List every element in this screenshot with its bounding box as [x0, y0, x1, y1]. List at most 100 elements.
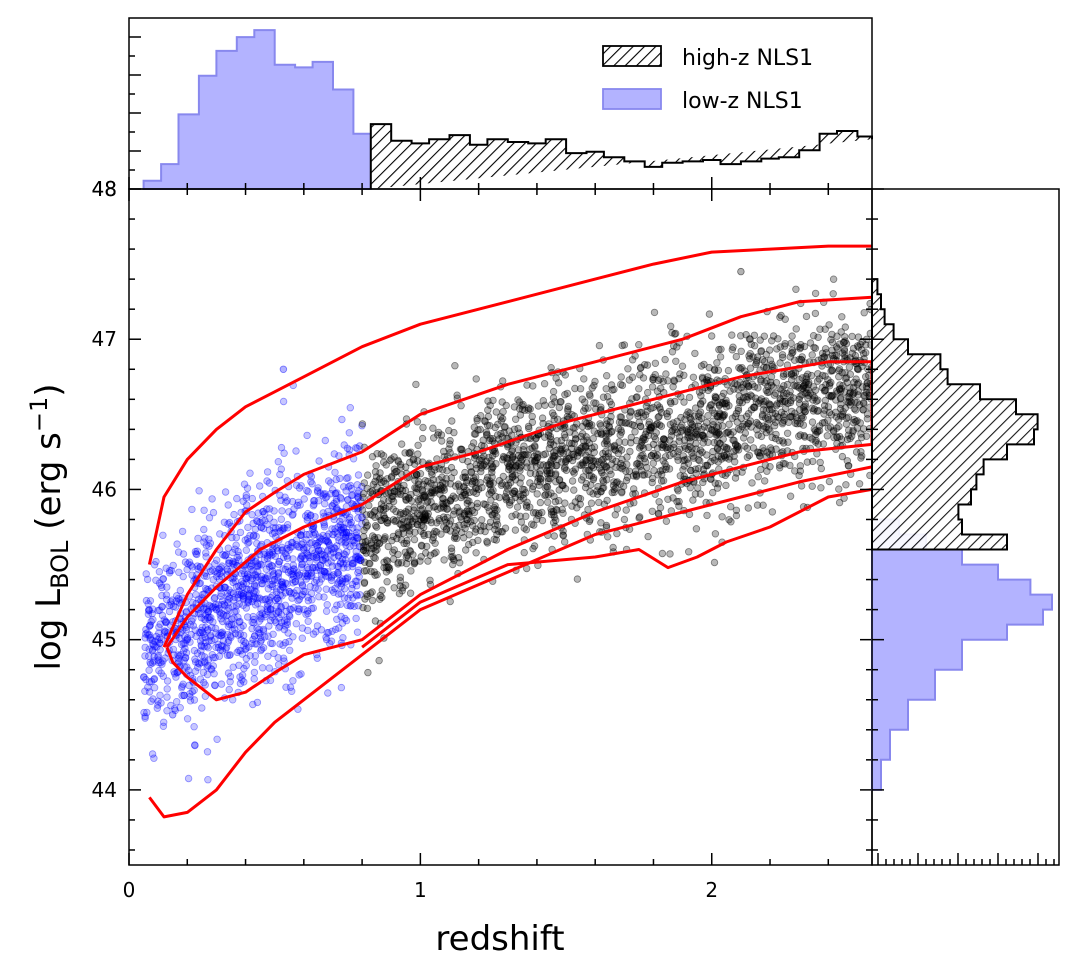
scatter-point-low-z	[271, 616, 279, 624]
scatter-point-high-z	[388, 495, 396, 503]
scatter-point-high-z	[686, 414, 694, 422]
scatter-point-high-z	[492, 408, 500, 416]
scatter-point-high-z	[766, 356, 775, 364]
scatter-point-high-z	[595, 498, 603, 507]
scatter-point-low-z	[201, 623, 210, 632]
scatter-point-low-z	[197, 641, 205, 649]
scatter-point-low-z	[266, 606, 275, 614]
scatter-point-high-z	[470, 516, 478, 525]
scatter-point-low-z	[278, 507, 286, 515]
scatter-point-low-z	[198, 634, 206, 642]
scatter-point-high-z	[423, 512, 431, 520]
scatter-point-low-z	[213, 569, 222, 577]
scatter-point-high-z	[410, 535, 419, 544]
scatter-point-high-z	[653, 387, 662, 395]
scatter-point-low-z	[333, 529, 342, 538]
scatter-point-low-z	[247, 576, 255, 585]
scatter-point-high-z	[601, 462, 609, 470]
scatter-point-high-z	[812, 430, 820, 439]
scatter-point-low-z	[187, 630, 195, 639]
scatter-point-high-z	[760, 363, 768, 371]
scatter-point-high-z	[536, 498, 545, 507]
scatter-point-high-z	[731, 474, 740, 482]
scatter-point-low-z	[283, 562, 291, 571]
scatter-point-low-z	[295, 571, 304, 579]
scatter-point-high-z	[406, 589, 415, 597]
scatter-point-high-z	[417, 541, 426, 549]
scatter-point-low-z	[322, 572, 330, 580]
scatter-point-high-z	[449, 510, 458, 519]
scatter-point-low-z	[333, 562, 341, 570]
scatter-point-low-z	[309, 604, 317, 612]
scatter-point-low-z	[218, 617, 227, 626]
scatter-point-low-z	[204, 609, 212, 617]
scatter-point-high-z	[836, 385, 844, 393]
scatter-point-high-z	[522, 512, 530, 520]
scatter-point-high-z	[463, 515, 471, 524]
scatter-point-high-z	[679, 452, 687, 460]
scatter-point-low-z	[261, 574, 269, 582]
scatter-point-high-z	[857, 454, 865, 462]
scatter-point-low-z	[218, 642, 226, 651]
scatter-point-low-z	[346, 591, 355, 599]
scatter-point-low-z	[234, 594, 242, 602]
scatter-point-low-z	[141, 712, 149, 721]
scatter-point-high-z	[501, 524, 510, 532]
scatter-point-low-z	[150, 561, 159, 569]
scatter-point-low-z	[222, 550, 230, 559]
scatter-point-low-z	[271, 552, 279, 560]
y-label-post: )	[29, 383, 69, 396]
scatter-point-low-z	[290, 589, 298, 597]
scatter-point-high-z	[550, 492, 558, 501]
scatter-point-low-z	[179, 680, 187, 688]
scatter-point-low-z	[354, 602, 362, 610]
scatter-point-low-z	[258, 516, 266, 524]
scatter-point-low-z	[245, 590, 253, 598]
scatter-point-high-z	[657, 477, 666, 485]
scatter-point-low-z	[278, 581, 287, 589]
scatter-point-low-z	[145, 606, 153, 614]
scatter-point-high-z	[711, 530, 720, 538]
scatter-point-low-z	[334, 551, 343, 560]
scatter-point-low-z	[242, 494, 250, 502]
scatter-point-low-z	[235, 556, 243, 564]
scatter-point-low-z	[320, 523, 329, 531]
scatter-point-high-z	[692, 469, 700, 478]
scatter-point-low-z	[144, 610, 153, 618]
scatter-point-low-z	[156, 634, 164, 642]
scatter-point-high-z	[840, 347, 849, 355]
scatter-point-low-z	[233, 494, 241, 503]
scatter-point-low-z	[252, 582, 260, 590]
scatter-point-low-z	[230, 608, 239, 616]
scatter-point-high-z	[545, 428, 553, 437]
scatter-point-low-z	[265, 548, 273, 556]
scatter-point-low-z	[188, 617, 196, 625]
scatter-point-low-z	[274, 654, 282, 662]
scatter-point-low-z	[277, 604, 285, 612]
scatter-point-high-z	[586, 392, 594, 400]
scatter-point-high-z	[853, 424, 862, 432]
scatter-point-low-z	[268, 610, 276, 618]
scatter-point-low-z	[216, 530, 224, 538]
scatter-point-low-z	[346, 404, 354, 412]
scatter-point-high-z	[411, 460, 419, 468]
scatter-point-high-z	[507, 496, 516, 505]
scatter-point-high-z	[599, 478, 608, 486]
x-tick-label: 0	[123, 878, 136, 902]
scatter-point-low-z	[251, 632, 259, 640]
scatter-point-low-z	[212, 643, 220, 651]
scatter-point-high-z	[768, 337, 776, 345]
scatter-point-low-z	[257, 613, 265, 621]
scatter-point-low-z	[142, 675, 150, 684]
scatter-point-low-z	[200, 642, 208, 651]
scatter-point-low-z	[333, 504, 341, 512]
scatter-point-low-z	[193, 649, 202, 657]
scatter-point-high-z	[713, 438, 722, 446]
scatter-point-high-z	[461, 524, 469, 533]
scatter-point-low-z	[171, 706, 179, 715]
scatter-point-high-z	[798, 412, 806, 420]
scatter-point-high-z	[662, 443, 670, 452]
scatter-point-low-z	[328, 502, 337, 510]
scatter-point-low-z	[207, 665, 216, 674]
scatter-point-low-z	[200, 678, 208, 687]
